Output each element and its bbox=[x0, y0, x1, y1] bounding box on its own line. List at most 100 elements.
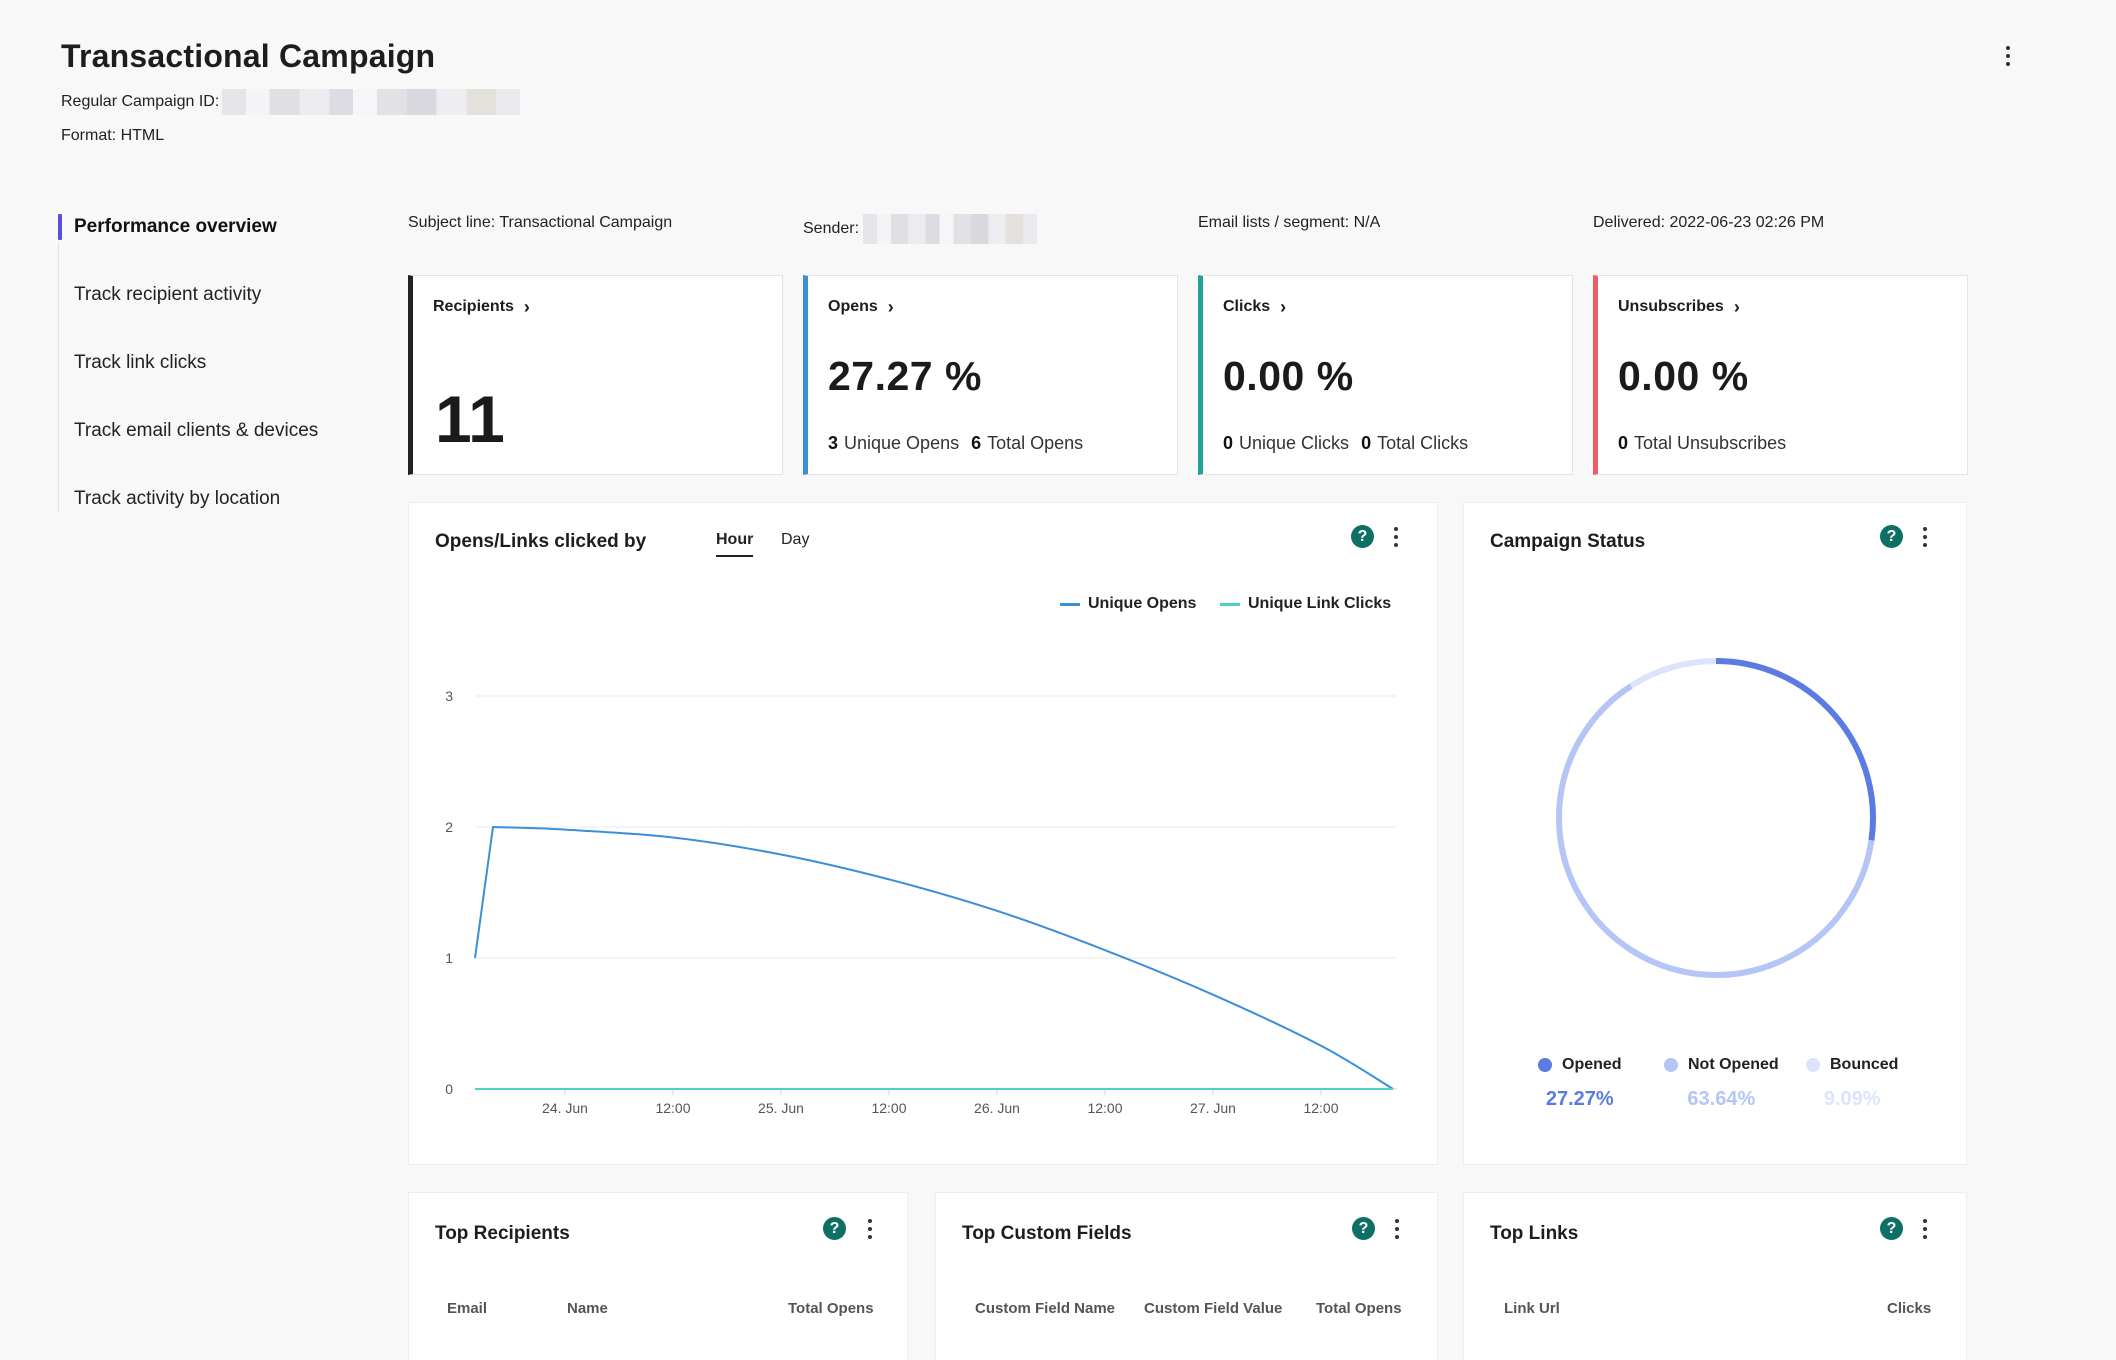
chevron-right-icon: › bbox=[523, 297, 530, 317]
bounced-pct: 9.09% bbox=[1823, 1088, 1881, 1110]
sidenav-item-activity-by-location[interactable]: Track activity by location bbox=[74, 488, 281, 509]
legend-unique-opens[interactable]: Unique Opens bbox=[1060, 595, 1196, 613]
col-clicks[interactable]: Clicks bbox=[1887, 1300, 1932, 1317]
help-icon[interactable]: ? bbox=[1351, 525, 1374, 548]
opens-card-link[interactable]: Opens › bbox=[828, 298, 894, 316]
chevron-right-icon: › bbox=[1280, 297, 1287, 317]
help-icon[interactable]: ? bbox=[1880, 1217, 1903, 1240]
help-icon[interactable]: ? bbox=[1880, 525, 1903, 548]
opens-value: 27.27 % bbox=[828, 353, 982, 399]
col-custom-field-name[interactable]: Custom Field Name bbox=[975, 1300, 1116, 1317]
col-total-opens[interactable]: Total Opens bbox=[788, 1300, 874, 1317]
campaign-id-row: Regular Campaign ID: bbox=[61, 89, 521, 115]
subject-line: Subject line: Transactional Campaign bbox=[408, 214, 673, 231]
x-tick-label: 12:00 bbox=[655, 1100, 690, 1116]
y-tick-label: 0 bbox=[445, 1081, 453, 1097]
unique-opens-count: 3 bbox=[828, 433, 839, 453]
legend-bounced[interactable]: Bounced 9.09% bbox=[1806, 1056, 1898, 1111]
legend-unique-link-clicks-label: Unique Link Clicks bbox=[1248, 595, 1392, 612]
sidenav: Performance overview Track recipient act… bbox=[58, 212, 358, 552]
sidenav-item-performance-overview[interactable]: Performance overview bbox=[58, 212, 358, 242]
panel-more-icon[interactable] bbox=[1918, 524, 1932, 550]
campaign-status-title: Campaign Status bbox=[1490, 531, 1646, 552]
unsubscribes-card: Unsubscribes › 0.00 % 0 Total Unsubscribe… bbox=[1593, 275, 1968, 475]
legend-unique-link-clicks[interactable]: Unique Link Clicks bbox=[1220, 595, 1391, 613]
clicks-value: 0.00 % bbox=[1223, 353, 1354, 399]
recipients-card-link[interactable]: Recipients › bbox=[433, 298, 530, 316]
page-header: Transactional Campaign Regular Campaign … bbox=[61, 38, 521, 145]
y-tick-label: 1 bbox=[445, 950, 453, 966]
panel-more-icon[interactable] bbox=[1918, 1216, 1932, 1242]
legend-unique-opens-label: Unique Opens bbox=[1088, 595, 1197, 612]
legend-not-opened[interactable]: Not Opened 63.64% bbox=[1664, 1056, 1779, 1111]
total-unsubscribes-label: Total Unsubscribes bbox=[1634, 433, 1787, 453]
top-recipients-panel: Top Recipients ? bbox=[408, 1192, 908, 1360]
opens-links-panel: Opens/Links clicked by Hour Day ? Unique… bbox=[408, 502, 1438, 1165]
opened-dot bbox=[1538, 1058, 1552, 1072]
col-link-url[interactable]: Link Url bbox=[1504, 1300, 1560, 1317]
clicks-card-link[interactable]: Clicks › bbox=[1223, 298, 1286, 316]
delivered-date: Delivered: 2022-06-23 02:26 PM bbox=[1593, 214, 1825, 231]
donut-slice-not-opened bbox=[1556, 683, 1875, 978]
col-name[interactable]: Name bbox=[567, 1300, 608, 1317]
sidenav-item-link-clicks[interactable]: Track link clicks bbox=[74, 352, 207, 373]
opens-card: Opens › 27.27 % 3 Unique Opens 6 Total Open… bbox=[803, 275, 1178, 475]
col-total-opens[interactable]: Total Opens bbox=[1316, 1300, 1402, 1317]
unsubscribes-card-link[interactable]: Unsubscribes › bbox=[1618, 298, 1740, 316]
tab-day[interactable]: Day bbox=[781, 531, 810, 548]
campaign-summary: Subject line: Transactional Campaign Sen… bbox=[408, 214, 1968, 244]
sidenav-item-recipient-activity[interactable]: Track recipient activity bbox=[74, 284, 262, 305]
x-tick-label: 26. Jun bbox=[974, 1100, 1020, 1116]
tab-hour[interactable]: Hour bbox=[716, 531, 754, 557]
top-links-panel: Top Links ? bbox=[1463, 1192, 1967, 1360]
unique-clicks-count: 0 bbox=[1223, 433, 1234, 453]
legend-swatch-opens bbox=[1060, 602, 1080, 606]
panel-more-icon[interactable] bbox=[1389, 524, 1403, 550]
help-icon[interactable]: ? bbox=[1352, 1217, 1375, 1240]
recipients-value: 11 bbox=[435, 382, 505, 456]
sender-row: Sender: bbox=[803, 214, 1038, 244]
col-custom-field-value[interactable]: Custom Field Value bbox=[1144, 1300, 1283, 1317]
donut-slice-opened bbox=[1715, 658, 1876, 841]
format-label: Format: HTML bbox=[61, 127, 165, 144]
y-tick-label: 2 bbox=[445, 819, 453, 835]
help-icon[interactable]: ? bbox=[823, 1217, 846, 1240]
y-tick-label: 3 bbox=[445, 688, 453, 704]
sidenav-rail bbox=[58, 242, 59, 512]
not-opened-label: Not Opened bbox=[1688, 1056, 1779, 1073]
recipients-card: Recipients › 11 bbox=[408, 275, 783, 475]
top-recipients-title: Top Recipients bbox=[435, 1223, 570, 1244]
unsubscribes-title: Unsubscribes bbox=[1618, 298, 1724, 315]
sidenav-item-email-clients-devices[interactable]: Track email clients & devices bbox=[74, 420, 319, 441]
bounced-label: Bounced bbox=[1830, 1056, 1899, 1073]
page-more-icon[interactable] bbox=[1998, 42, 2018, 70]
opened-pct: 27.27% bbox=[1545, 1088, 1614, 1110]
opened-label: Opened bbox=[1562, 1056, 1622, 1073]
opens-title: Opens bbox=[828, 298, 878, 315]
campaign-id-redacted bbox=[222, 89, 521, 115]
unsubscribes-value: 0.00 % bbox=[1618, 353, 1749, 399]
total-clicks-count: 0 bbox=[1361, 433, 1372, 453]
x-tick-label: 12:00 bbox=[1087, 1100, 1122, 1116]
panel-more-icon[interactable] bbox=[863, 1216, 877, 1242]
total-opens-count: 6 bbox=[971, 433, 982, 453]
x-tick-label: 12:00 bbox=[871, 1100, 906, 1116]
recipients-title: Recipients bbox=[433, 298, 514, 315]
opens-breakdown: 3 Unique Opens 6 Total Opens bbox=[828, 433, 1083, 454]
total-opens-label: Total Opens bbox=[987, 433, 1084, 453]
top-custom-fields-title: Top Custom Fields bbox=[962, 1223, 1132, 1244]
campaign-status-panel: Campaign Status ? bbox=[1463, 502, 1967, 1165]
chevron-right-icon: › bbox=[1733, 297, 1740, 317]
chevron-right-icon: › bbox=[887, 297, 894, 317]
opens-links-title: Opens/Links clicked by bbox=[435, 531, 647, 552]
top-custom-fields-panel: Top Custom Fields ? bbox=[935, 1192, 1438, 1360]
clicks-breakdown: 0 Unique Clicks 0 Total Clicks bbox=[1223, 433, 1468, 454]
unique-clicks-label: Unique Clicks bbox=[1239, 433, 1350, 453]
col-email[interactable]: Email bbox=[447, 1300, 488, 1317]
top-links-title: Top Links bbox=[1490, 1223, 1579, 1244]
total-unsubscribes-count: 0 bbox=[1618, 433, 1629, 453]
not-opened-pct: 63.64% bbox=[1687, 1088, 1756, 1110]
legend-opened[interactable]: Opened 27.27% bbox=[1538, 1056, 1622, 1111]
panel-more-icon[interactable] bbox=[1390, 1216, 1404, 1242]
sender-label: Sender: bbox=[803, 220, 860, 237]
